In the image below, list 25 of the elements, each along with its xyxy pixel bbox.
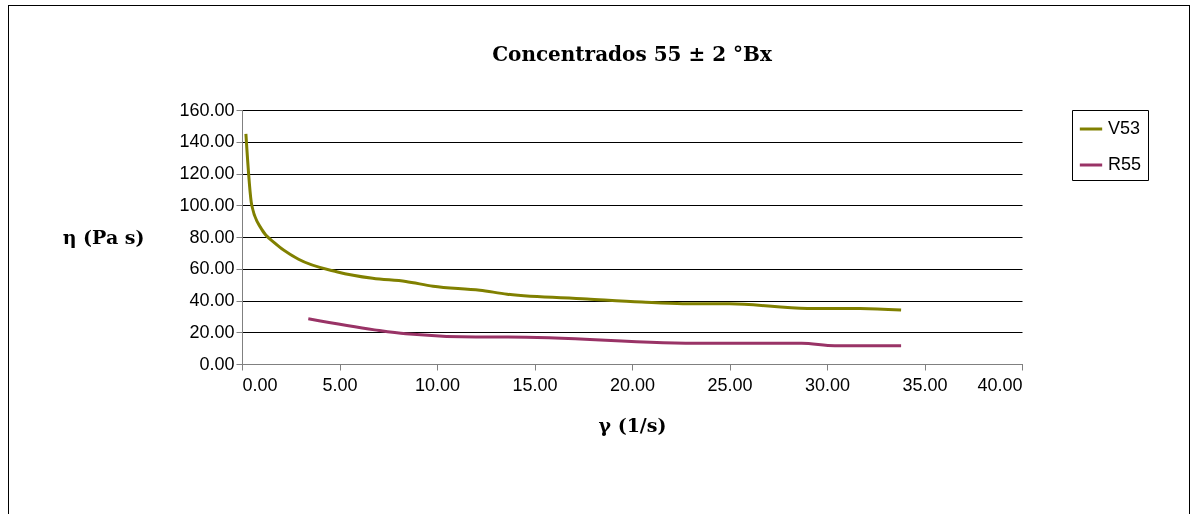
x-tick-label: 30.00 xyxy=(804,374,851,395)
x-tick-label: 0.00 xyxy=(242,374,278,395)
y-tick-label: 160.00 xyxy=(179,99,235,120)
x-tick-label: 20.00 xyxy=(609,374,656,395)
x-tick-label: 15.00 xyxy=(512,374,558,395)
x-axis-title: γ (1/s) xyxy=(598,413,667,436)
y-tick-label: 140.00 xyxy=(179,131,235,152)
legend-label: R55 xyxy=(1108,154,1142,174)
y-tick-label: 40.00 xyxy=(189,290,235,310)
x-tick-label: 40.00 xyxy=(977,374,1023,395)
y-tick-label: 100.00 xyxy=(179,194,235,215)
x-tick-label: 25.00 xyxy=(707,374,753,395)
line-series xyxy=(306,317,903,348)
y-tick-label: 80.00 xyxy=(189,226,235,247)
chart-title: Concentrados 55 ± 2 °Bx xyxy=(492,42,773,66)
x-tick-label: 10.00 xyxy=(414,374,461,395)
y-axis-title: η (Pa s) xyxy=(62,225,145,248)
y-tick-label: 20.00 xyxy=(189,321,235,342)
x-tick-label: 5.00 xyxy=(322,374,358,395)
line-series xyxy=(244,132,903,312)
y-tick-label: 120.00 xyxy=(179,163,235,183)
y-tick-label: 0.00 xyxy=(199,353,235,374)
y-tick-label: 60.00 xyxy=(189,258,235,279)
x-tick-label: 35.00 xyxy=(902,374,948,395)
legend-label: V53 xyxy=(1108,118,1141,138)
